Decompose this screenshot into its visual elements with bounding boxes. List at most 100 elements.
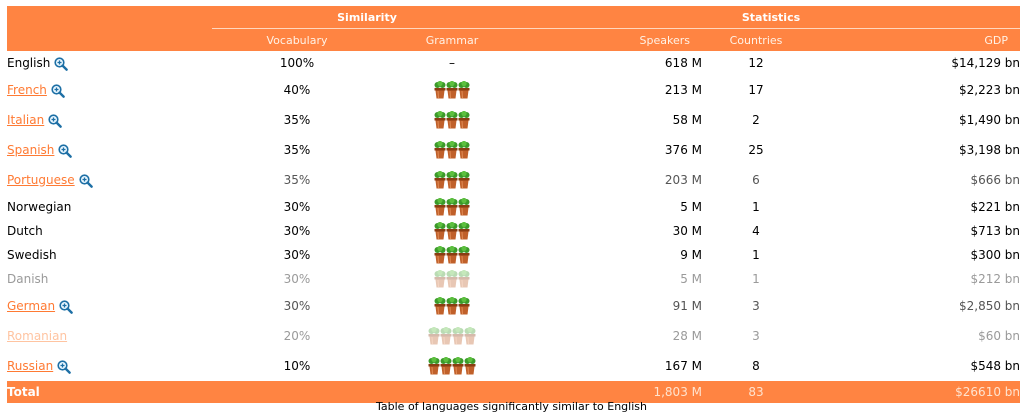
countries-value: 3: [752, 329, 760, 343]
grammar-pot-icon: [446, 198, 458, 216]
gdp-value: $2,223 bn: [958, 83, 1021, 97]
zoom-icon[interactable]: [59, 299, 73, 314]
gdp-value: $1,490 bn: [958, 113, 1021, 127]
speakers-value: 376 M: [664, 143, 702, 157]
speakers-value: 5 M: [680, 200, 702, 214]
grammar-pot-icon: [452, 327, 464, 345]
language-cell: German: [7, 291, 212, 321]
language-cell: Dutch: [7, 219, 212, 243]
vocabulary-value: 40%: [283, 83, 311, 97]
vocabulary-value: 30%: [283, 272, 311, 286]
zoom-icon[interactable]: [51, 83, 65, 98]
zoom-icon[interactable]: [54, 56, 69, 71]
countries-value: 1: [752, 200, 760, 214]
vocabulary-value: 10%: [283, 359, 311, 373]
language-link[interactable]: Portuguese: [7, 172, 75, 187]
language-cell: Romanian: [7, 321, 212, 351]
grammar-pot-icon: [446, 141, 458, 159]
language-link[interactable]: Romanian: [7, 329, 68, 343]
vocabulary-value: 35%: [283, 173, 311, 187]
gdp-value: $666 bn: [970, 173, 1021, 187]
speakers-value: 58 M: [672, 113, 702, 127]
gdp-value: $548 bn: [970, 359, 1021, 373]
header-gdp: GDP: [810, 28, 1021, 51]
grammar-pot-icon: [464, 327, 476, 345]
language-cell: English: [7, 51, 212, 75]
language-cell: Portuguese: [7, 165, 212, 195]
header-column-row: Vocabulary Grammar Speakers Countries GD…: [7, 28, 1021, 51]
language-cell: Italian: [7, 105, 212, 135]
gdp-value: $14,129 bn: [951, 56, 1021, 70]
grammar-pot-icon: [434, 171, 446, 189]
gdp-value: $221 bn: [970, 200, 1021, 214]
countries-value: 25: [748, 143, 764, 157]
grammar-pots: [434, 81, 470, 99]
speakers-value: 9 M: [680, 248, 702, 262]
language-link[interactable]: Russian: [7, 358, 54, 373]
grammar-pot-icon: [428, 327, 440, 345]
speakers-value: 167 M: [664, 359, 702, 373]
countries-value: 6: [752, 173, 760, 187]
table-row: German 30% 91 M 3 $2,850 bn: [7, 291, 1020, 321]
zoom-icon[interactable]: [79, 173, 93, 188]
grammar-pot-icon: [446, 270, 458, 288]
language-link[interactable]: German: [7, 298, 56, 313]
grammar-pots: [428, 357, 476, 375]
vocabulary-value: 30%: [283, 200, 311, 214]
header-empty: [7, 6, 212, 29]
total-empty-vocab: [212, 381, 382, 403]
zoom-icon[interactable]: [58, 143, 73, 158]
vocabulary-value: 30%: [283, 248, 311, 262]
grammar-pot-icon: [458, 171, 470, 189]
speakers-value: 91 M: [672, 299, 702, 313]
grammar-pots: [434, 111, 470, 129]
grammar-pots: [434, 246, 470, 264]
gdp-value: $60 bn: [978, 329, 1021, 343]
language-name: Swedish: [7, 248, 57, 262]
grammar-pot-icon: [434, 246, 446, 264]
gdp-value: $3,198 bn: [958, 143, 1021, 157]
total-speakers: 1,803 M: [522, 381, 702, 403]
vocabulary-value: 35%: [283, 113, 311, 127]
total-row: Total 1,803 M 83 $26610 bn: [7, 381, 1021, 403]
language-link[interactable]: French: [7, 82, 47, 97]
language-link[interactable]: Italian: [7, 112, 45, 127]
table-row: Russian 10% 167 M 8 $548 bn: [7, 351, 1020, 381]
table-row: Danish 30% 5 M 1 $212 bn: [7, 267, 1020, 291]
zoom-icon[interactable]: [48, 113, 63, 128]
grammar-pot-icon: [458, 141, 470, 159]
language-link[interactable]: Spanish: [7, 142, 55, 157]
speakers-value: 213 M: [664, 83, 702, 97]
vocabulary-value: 30%: [283, 224, 311, 238]
grammar-pot-icon: [434, 198, 446, 216]
grammar-value: [382, 195, 522, 219]
table-row: Italian 35% 58 M 2 $1,490 bn: [7, 105, 1020, 135]
header-speakers: Speakers: [522, 28, 702, 51]
grammar-pot-icon: [434, 81, 446, 99]
language-cell: French: [7, 75, 212, 105]
countries-value: 12: [748, 56, 764, 70]
total-label: Total: [7, 381, 212, 403]
vocabulary-value: 20%: [283, 329, 311, 343]
grammar-value: [382, 105, 522, 135]
grammar-pot-icon: [440, 327, 452, 345]
header-group-row: Similarity Statistics: [7, 6, 1021, 29]
gdp-value: $300 bn: [970, 248, 1021, 262]
zoom-icon[interactable]: [57, 359, 72, 374]
grammar-pots: [434, 297, 470, 315]
header-vocabulary: Vocabulary: [212, 28, 382, 51]
grammar-pots: [434, 198, 470, 216]
grammar-pots: [428, 327, 476, 345]
grammar-pot-icon: [458, 198, 470, 216]
language-cell: Swedish: [7, 243, 212, 267]
grammar-pots: [434, 171, 470, 189]
gdp-value: $212 bn: [970, 272, 1021, 286]
total-gdp: $26610 bn: [810, 381, 1021, 403]
table-row: Romanian 20% 28 M 3 $60 bn: [7, 321, 1020, 351]
grammar-pots: [434, 141, 470, 159]
language-cell: Russian: [7, 351, 212, 381]
grammar-value: –: [449, 56, 455, 70]
header-countries: Countries: [702, 28, 810, 51]
grammar-value: [382, 267, 522, 291]
table-body: English 100% –618 M 12 $14,129 bn French 40% 21…: [7, 51, 1020, 381]
